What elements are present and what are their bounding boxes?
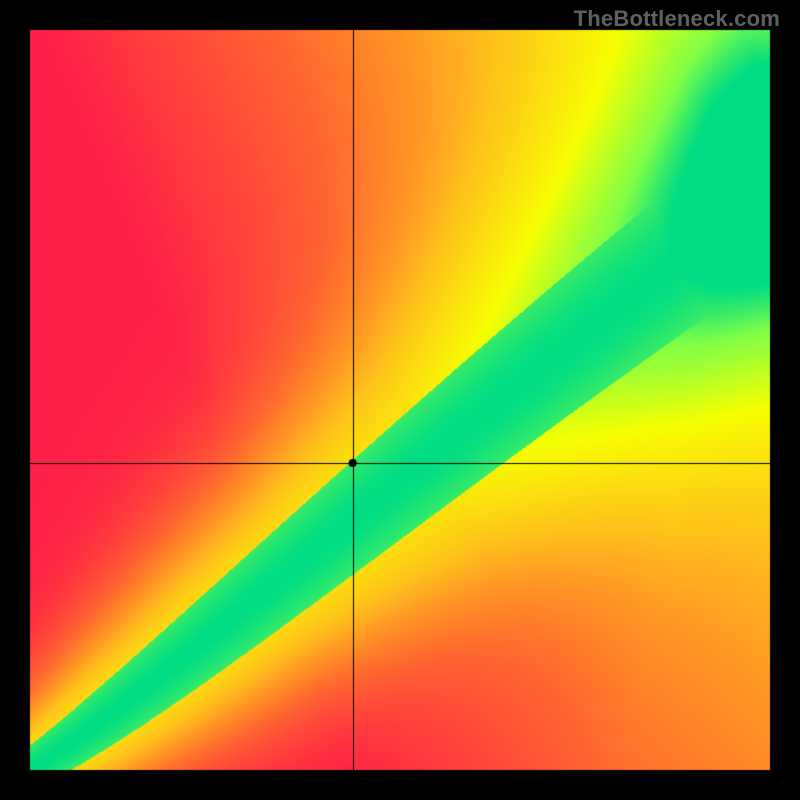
watermark-text: TheBottleneck.com	[574, 6, 780, 32]
heatmap-canvas	[0, 0, 800, 800]
chart-container: TheBottleneck.com	[0, 0, 800, 800]
